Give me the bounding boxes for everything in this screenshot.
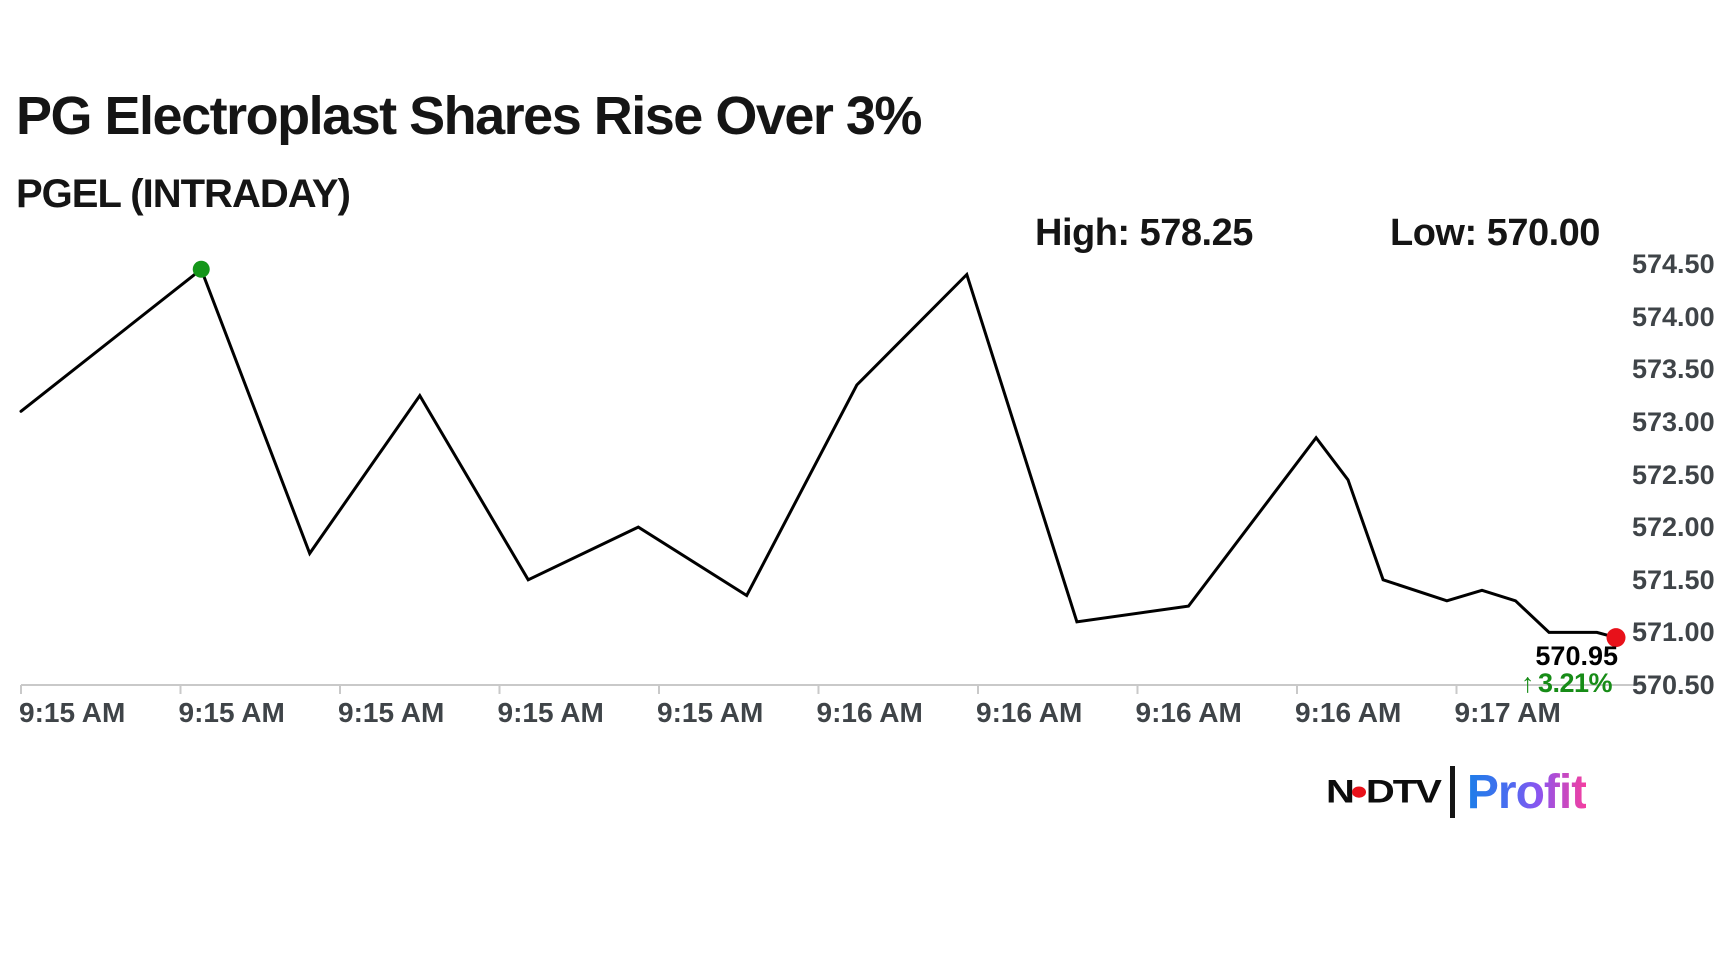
x-axis-label: 9:15 AM (338, 697, 445, 728)
y-axis-label: 573.50 (1632, 354, 1715, 385)
x-axis-label: 9:16 AM (1295, 697, 1402, 728)
x-axis-label: 9:16 AM (1135, 697, 1242, 728)
y-axis-label: 571.50 (1632, 564, 1715, 595)
profit-wordmark: Profit (1466, 765, 1587, 819)
y-axis-label: 571.00 (1632, 617, 1715, 648)
y-axis-label: 572.50 (1632, 459, 1715, 490)
high-stat: High: 578.25 (1035, 212, 1253, 255)
high-value: 578.25 (1139, 212, 1254, 254)
red-dot-icon (1351, 785, 1366, 797)
y-axis-label: 572.00 (1632, 512, 1715, 543)
x-axis-label: 9:15 AM (19, 697, 126, 728)
ndtv-wordmark: N DTV (1326, 774, 1442, 810)
x-axis-label: 9:16 AM (816, 697, 923, 728)
change-percent-value: 3.21% (1537, 668, 1613, 698)
page-title: PG Electroplast Shares Rise Over 3% (16, 86, 922, 146)
x-axis-label: 9:15 AM (178, 697, 285, 728)
change-percent-label: ↑ 3.21% (1412, 668, 1613, 699)
ndtv-profit-logo: N DTV Profit (1326, 762, 1587, 822)
low-label: Low: (1390, 212, 1477, 254)
x-axis-label: 9:15 AM (657, 697, 764, 728)
last-point-marker (1606, 628, 1626, 648)
y-axis-label: 574.00 (1632, 301, 1715, 332)
low-value: 570.00 (1486, 212, 1601, 254)
last-price-label: 570.95 (1535, 641, 1618, 671)
up-arrow-icon: ↑ (1520, 668, 1535, 698)
price-line (19, 266, 1618, 640)
y-axis-label: 573.00 (1632, 406, 1715, 437)
logo-divider (1449, 766, 1455, 818)
max-point-marker (192, 260, 210, 278)
x-axis-label: 9:16 AM (976, 697, 1083, 728)
high-label: High: (1035, 212, 1130, 254)
x-axis-label: 9:17 AM (1454, 697, 1561, 728)
ndtv-letter-n: N (1326, 774, 1355, 810)
y-axis-label: 570.50 (1632, 670, 1715, 700)
y-axis-label: 574.50 (1632, 249, 1715, 279)
ndtv-letters-dtv: DTV (1365, 774, 1442, 810)
x-axis-label: 9:15 AM (497, 697, 604, 728)
low-stat: Low: 570.00 (1390, 212, 1600, 255)
chart-subtitle: PGEL (INTRADAY) (16, 172, 351, 216)
